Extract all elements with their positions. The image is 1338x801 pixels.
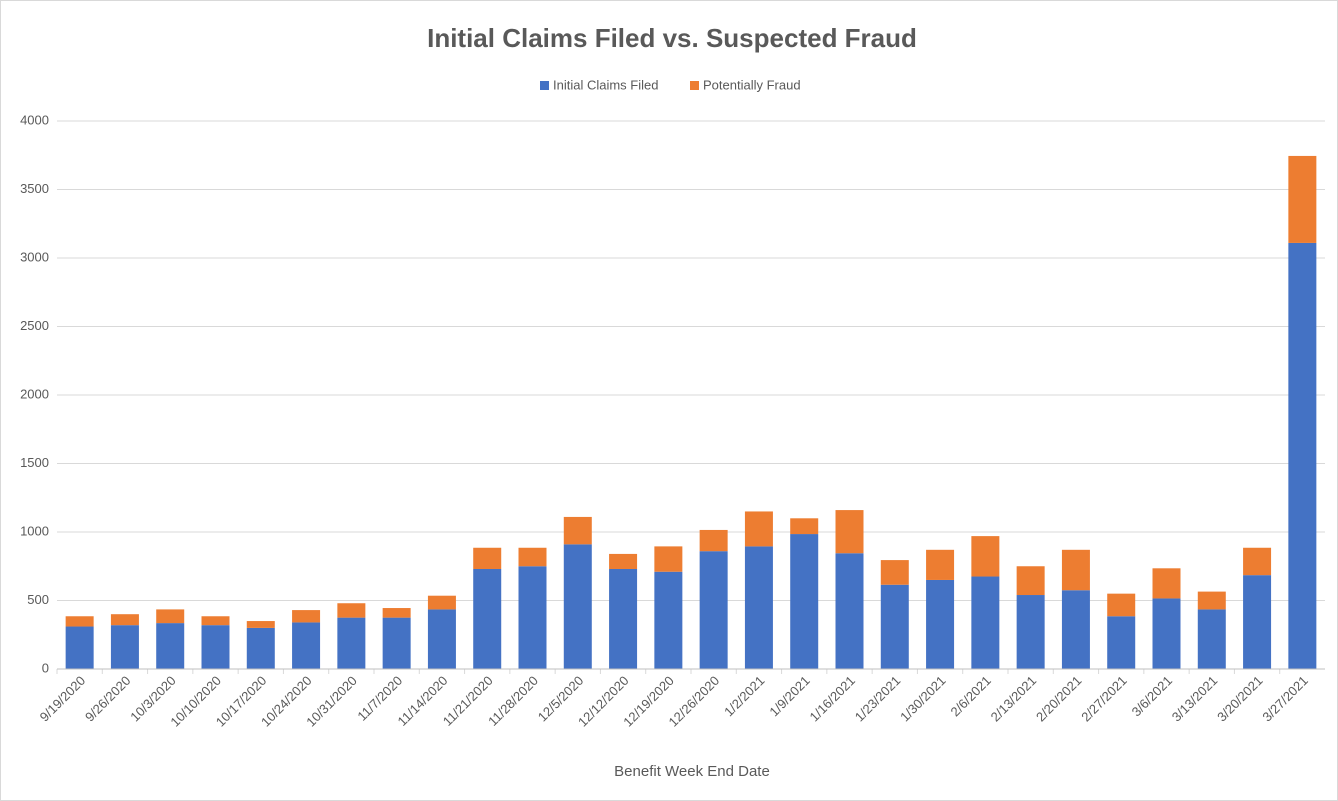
bar-segment: [518, 547, 547, 567]
bar-segment: [156, 623, 185, 669]
bar-segment: [337, 617, 366, 669]
bar-segment: [609, 568, 638, 669]
bar-segment: [427, 609, 456, 669]
bar-segment: [880, 584, 909, 669]
bar-segment: [563, 516, 592, 545]
bar-segment: [971, 576, 1000, 669]
y-tick-label: 500: [27, 592, 49, 607]
bar-segment: [382, 617, 411, 669]
bar-segment: [246, 621, 275, 628]
bar-segment: [1016, 566, 1045, 596]
bar-segment: [473, 547, 502, 569]
bar-segment: [1243, 575, 1272, 669]
bar-segment: [880, 560, 909, 585]
bar-segment: [518, 566, 547, 669]
bar-segment: [427, 595, 456, 610]
bar-segment: [835, 553, 864, 669]
bar-segment: [971, 536, 1000, 577]
bar-segment: [201, 616, 230, 626]
bar-segment: [246, 627, 275, 669]
y-tick-label: 2000: [20, 386, 49, 401]
bar-segment: [609, 553, 638, 569]
bar-segment: [790, 534, 819, 669]
bar-segment: [563, 544, 592, 669]
legend-swatch: [690, 81, 699, 90]
bar-segment: [337, 603, 366, 618]
chart-title: Initial Claims Filed vs. Suspected Fraud: [427, 23, 917, 53]
bar-segment: [1016, 595, 1045, 669]
bar-segment: [654, 546, 683, 572]
bar-segment: [1152, 598, 1181, 669]
bar-segment: [790, 518, 819, 535]
legend-label: Initial Claims Filed: [553, 77, 658, 92]
bar-segment: [65, 616, 94, 627]
bar-segment: [473, 568, 502, 669]
bar-segment: [201, 625, 230, 669]
bar-segment: [65, 626, 94, 669]
bar-segment: [926, 549, 955, 580]
bar-segment: [156, 609, 185, 624]
bar-segment: [292, 622, 321, 669]
x-axis-title: Benefit Week End Date: [614, 763, 770, 780]
bar-segment: [699, 551, 728, 669]
y-tick-label: 1000: [20, 523, 49, 538]
bar-segment: [1288, 155, 1317, 243]
legend-label: Potentially Fraud: [703, 77, 801, 92]
bar-segment: [744, 511, 773, 547]
bar-segment: [1061, 590, 1090, 669]
bar-segment: [699, 529, 728, 552]
bar-segment: [1288, 242, 1317, 669]
y-tick-label: 2500: [20, 318, 49, 333]
bar-segment: [835, 510, 864, 554]
bar-segment: [1152, 568, 1181, 599]
legend-swatch: [540, 81, 549, 90]
bar-segment: [1061, 549, 1090, 591]
y-tick-label: 4000: [20, 112, 49, 127]
bar-segment: [1107, 616, 1136, 669]
bar-segment: [654, 571, 683, 669]
bar-segment: [110, 625, 139, 669]
y-tick-label: 1500: [20, 455, 49, 470]
y-tick-label: 3500: [20, 181, 49, 196]
y-tick-label: 0: [42, 660, 49, 675]
bar-segment: [744, 546, 773, 669]
bar-segment: [382, 608, 411, 618]
bar-segment: [926, 579, 955, 669]
y-tick-label: 3000: [20, 249, 49, 264]
bar-segment: [1197, 609, 1226, 669]
bar-segment: [110, 614, 139, 626]
bar-segment: [1243, 547, 1272, 576]
bar-segment: [1197, 591, 1226, 610]
bar-segment: [292, 610, 321, 623]
bar-segment: [1107, 593, 1136, 617]
